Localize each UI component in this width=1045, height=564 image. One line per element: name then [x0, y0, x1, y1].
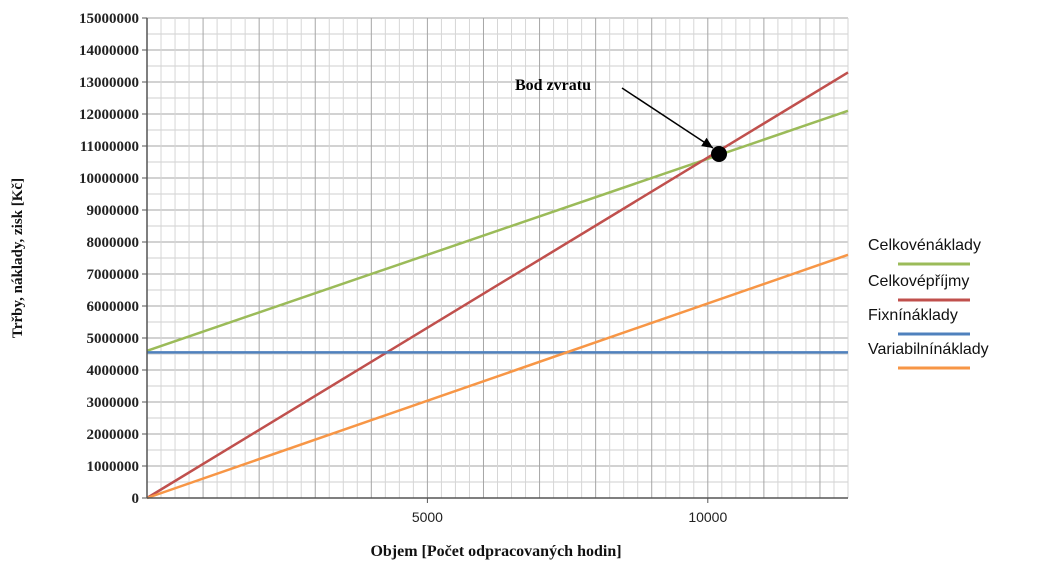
- gridlines: [147, 17, 849, 499]
- annotation-arrowhead: [701, 137, 714, 148]
- y-tick-label: 2000000: [87, 427, 140, 443]
- x-tick-label: 10000: [688, 509, 727, 525]
- series-line-2: [146, 71, 849, 500]
- annotation-arrow: [621, 87, 714, 149]
- y-tick-label: 5000000: [87, 331, 140, 347]
- legend: Celkovénáklady Celkovépříjmy Fixnínáklady V…: [868, 237, 989, 370]
- y-axis-label: Trřby, náklady, zisk [Kč]: [10, 178, 26, 338]
- y-tick-label: 8000000: [87, 235, 140, 251]
- series-line-4: [146, 253, 849, 500]
- series-line-1: [146, 109, 849, 352]
- legend-label: Fixnínáklady: [868, 307, 958, 324]
- annotation: Bod zvratu: [515, 77, 728, 162]
- y-tick-label: 11000000: [80, 139, 139, 155]
- legend-label: Variabilnínáklady: [868, 341, 989, 358]
- x-axis-label: Objem [Počet odpracovaných hodin]: [370, 543, 621, 560]
- y-tick-label: 13000000: [79, 75, 139, 91]
- y-tick-label: 6000000: [87, 299, 140, 315]
- annotation-label: Bod zvratu: [515, 77, 591, 94]
- y-tick-label: 9000000: [87, 203, 140, 219]
- y-tick-label: 0: [132, 491, 140, 507]
- y-tick-label: 14000000: [79, 43, 139, 59]
- y-tick-label: 1000000: [87, 459, 140, 475]
- legend-label: Celkovénáklady: [868, 237, 981, 254]
- y-tick-label: 4000000: [87, 363, 140, 379]
- x-tick-label: 5000: [412, 509, 443, 525]
- y-tick-label: 15000000: [79, 11, 139, 27]
- y-tick-label: 10000000: [79, 171, 139, 187]
- y-tick-label: 12000000: [79, 107, 139, 123]
- axes: [146, 18, 848, 499]
- y-tick-label: 7000000: [87, 267, 140, 283]
- series-layer: [146, 71, 849, 500]
- legend-label: Celkovépříjmy: [868, 273, 969, 290]
- break-even-point: [711, 146, 728, 162]
- y-tick-label: 3000000: [87, 395, 140, 411]
- ticks: 0 1000000 2000000 3000000 4000000 5000000 6000…: [79, 11, 727, 525]
